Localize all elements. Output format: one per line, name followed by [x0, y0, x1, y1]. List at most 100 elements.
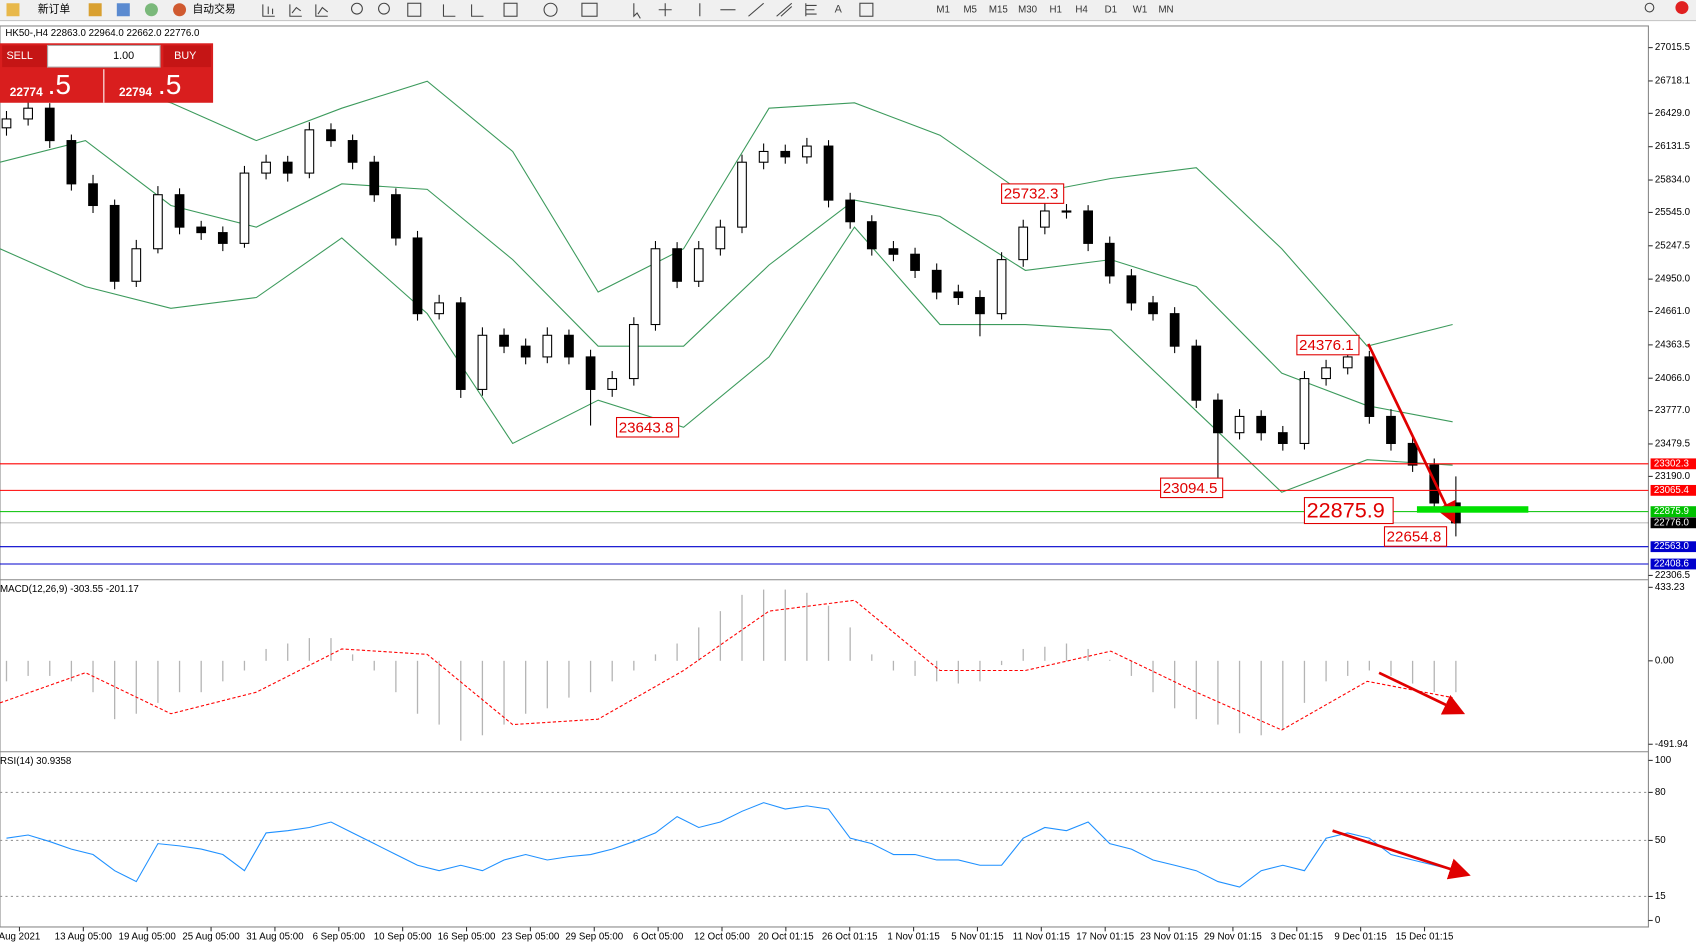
x-tick-label: 5 Nov 01:15 [951, 931, 1003, 942]
cursor-icon[interactable] [633, 3, 641, 19]
annotation-box [615, 416, 680, 438]
annotation: 22654.8 [1387, 529, 1442, 546]
shift-icon[interactable] [471, 4, 484, 17]
candle-body [1126, 275, 1137, 304]
new-order-button[interactable]: 新订单 [38, 2, 71, 16]
period-icon[interactable] [543, 2, 558, 17]
timeframe-button[interactable]: MN [1158, 4, 1173, 15]
annotation-box [1296, 334, 1360, 356]
tool-icon[interactable] [116, 3, 130, 17]
support-marker[interactable] [1416, 506, 1529, 513]
candle-body [391, 194, 401, 239]
line-icon[interactable] [315, 4, 329, 17]
price-level-tag [1650, 558, 1696, 570]
autotrade-button[interactable]: 自动交易 [193, 2, 236, 16]
text-tool[interactable]: A [835, 4, 843, 16]
candle-body [520, 345, 531, 358]
price-level-tag [1650, 484, 1696, 496]
candle-body [564, 334, 574, 358]
notification-badge[interactable] [1675, 1, 1689, 15]
candle-icon[interactable] [289, 4, 302, 17]
price-level-label: 22563.0 [1654, 541, 1690, 552]
y-tick-label: 24661.0 [1655, 306, 1691, 317]
timeframe-button[interactable]: D1 [1105, 4, 1117, 15]
trend-arrow[interactable] [1367, 343, 1456, 525]
candle-body [693, 248, 704, 282]
y-tick-label: 22306.5 [1655, 570, 1690, 581]
buy-label[interactable]: BUY [174, 50, 196, 62]
autotrade-icon[interactable] [173, 3, 187, 17]
toolbar [0, 0, 1696, 21]
candle-body [44, 107, 55, 142]
channel-icon[interactable] [776, 2, 793, 17]
x-tick-label: 17 Nov 01:15 [1076, 931, 1134, 942]
x-tick-label: 13 Aug 05:00 [55, 931, 113, 942]
timeframe-button[interactable]: M30 [1018, 4, 1038, 15]
lot-input[interactable] [47, 44, 161, 68]
search-icon[interactable] [1644, 2, 1655, 13]
price-level-tag [1650, 458, 1696, 470]
macd-arrow[interactable] [1378, 671, 1466, 715]
bar-chart-icon[interactable] [262, 4, 275, 17]
x-tick-label: 29 Sep 05:00 [565, 931, 623, 942]
sell-label[interactable]: SELL [6, 50, 32, 62]
candle-body [1191, 345, 1202, 401]
timeframe-button[interactable]: H4 [1075, 4, 1088, 15]
candle-body [1299, 378, 1310, 444]
zoom-out-icon[interactable] [378, 2, 390, 15]
tile-icon[interactable] [407, 2, 422, 17]
y-tick-label: 24066.0 [1655, 373, 1691, 384]
sell-pips[interactable]: .5 [48, 69, 71, 100]
candle-body [910, 253, 920, 271]
candle-body [1213, 399, 1223, 434]
y-tick-label: 26718.1 [1655, 76, 1690, 87]
buy-button[interactable] [163, 45, 211, 68]
x-tick-label: 1 Nov 01:15 [887, 931, 939, 942]
timeframe-button[interactable]: M5 [963, 4, 977, 15]
candle-body [282, 161, 293, 174]
template-icon[interactable] [581, 2, 598, 17]
candle-body [542, 334, 553, 358]
y-tick-label: -491.94 [1655, 739, 1689, 750]
candle-body [1342, 356, 1353, 369]
candle-body [196, 226, 207, 234]
candle-body [347, 140, 358, 163]
lot-value[interactable]: 1.00 [113, 50, 134, 62]
candle-body [1018, 226, 1029, 261]
annotation-box [1383, 526, 1448, 547]
x-tick-label: 6 Sep 05:00 [313, 931, 366, 942]
annotation-box [1160, 477, 1224, 499]
y-tick-label: 100 [1655, 755, 1672, 766]
timeframe-button[interactable]: H1 [1049, 4, 1061, 15]
candle-body [888, 248, 899, 255]
scroll-icon[interactable] [442, 4, 456, 17]
x-tick-label: Aug 2021 [0, 931, 40, 942]
label-icon[interactable] [859, 2, 874, 17]
x-tick-label: 19 Aug 05:00 [119, 931, 177, 942]
crosshair-icon[interactable] [658, 3, 672, 17]
marks: M1 M5 M15 M30 H1 H4 D1 W1 MN 27015.5 26718.1 26429.… [0, 4, 1696, 942]
timeframe-button[interactable]: W1 [1133, 4, 1148, 15]
buy-pips[interactable]: .5 [158, 69, 181, 100]
timeframe-button[interactable]: M15 [989, 4, 1008, 15]
tool-icon[interactable] [88, 3, 102, 17]
buy-price[interactable]: 22794 [119, 85, 152, 99]
y-tick-label: 26131.5 [1655, 141, 1690, 152]
indicators-icon[interactable] [503, 2, 518, 17]
y-tick-label: 25247.5 [1655, 240, 1690, 251]
new-order-icon[interactable] [6, 3, 20, 17]
zoom-in-icon[interactable] [350, 2, 363, 15]
candle-body [650, 248, 661, 326]
candle-body [23, 107, 33, 120]
candle-body [607, 378, 618, 390]
timeframe-button[interactable]: M1 [936, 4, 950, 15]
trendline-icon[interactable] [748, 2, 764, 17]
tool-icon[interactable] [144, 3, 158, 17]
sell-price[interactable]: 22774 [10, 85, 43, 99]
rsi-arrow[interactable] [1332, 829, 1471, 880]
price-level-tag [1650, 541, 1696, 553]
fibo-icon[interactable] [805, 3, 817, 17]
candle-body [845, 199, 856, 223]
sell-button[interactable] [2, 45, 47, 68]
bollinger-band [0, 64, 1453, 347]
